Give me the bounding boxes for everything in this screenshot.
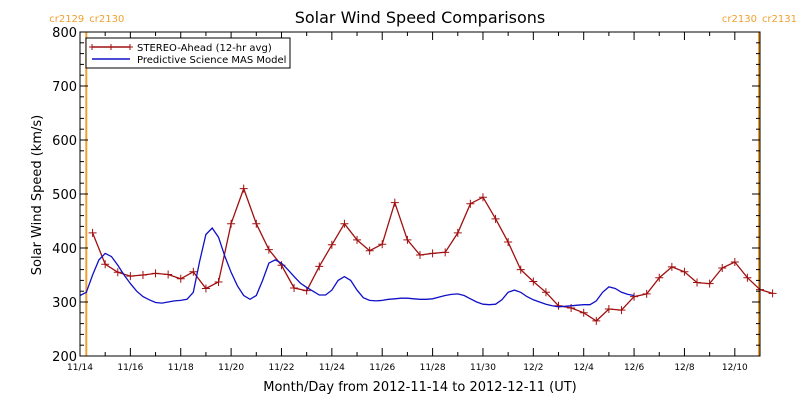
data-point	[151, 269, 160, 278]
legend-box	[85, 37, 291, 69]
data-point	[693, 278, 702, 287]
data-point	[176, 274, 185, 283]
data-point	[126, 272, 135, 281]
y-axis-title: Solar Wind Speed (km/s)	[30, 115, 45, 275]
legend-marker	[127, 44, 133, 50]
data-point	[138, 271, 147, 279]
data-point	[88, 228, 97, 237]
x-tick-label: 11/22	[269, 363, 295, 373]
data-point	[730, 258, 739, 267]
data-point	[630, 292, 639, 301]
legend-marker	[89, 44, 95, 50]
y-tick-label: 200	[52, 350, 77, 365]
data-point	[327, 240, 336, 249]
x-tick-label: 12/8	[674, 363, 694, 373]
x-tick-label: 12/10	[722, 363, 748, 373]
y-tick-label: 700	[52, 80, 77, 95]
x-tick-label: 11/16	[117, 363, 143, 373]
chart-title: Solar Wind Speed Comparisons	[295, 8, 546, 27]
data-point	[592, 316, 601, 325]
x-axis-title: Month/Day from 2012-11-14 to 2012-12-11 …	[263, 380, 576, 395]
legend-marker	[108, 44, 114, 50]
carrington-label-left: cr2130	[722, 14, 757, 25]
data-point	[353, 235, 362, 244]
y-tick-label: 400	[52, 242, 77, 257]
carrington-label-left: cr2129	[49, 14, 84, 25]
legend: STEREO-Ahead (12-hr avg)Predictive Scien…	[85, 37, 291, 69]
data-point	[655, 273, 664, 282]
x-tick-label: 12/6	[624, 363, 644, 373]
data-point	[264, 245, 273, 254]
data-point	[617, 306, 626, 315]
series-1	[79, 226, 635, 308]
data-point	[252, 219, 261, 228]
data-point	[227, 219, 236, 228]
y-tick-label: 800	[52, 26, 77, 41]
data-point	[743, 273, 752, 282]
data-point	[428, 249, 437, 258]
data-point	[604, 305, 613, 314]
x-tick-label: 12/4	[574, 363, 594, 373]
data-point	[504, 238, 513, 247]
x-tick-label: 11/20	[218, 363, 244, 373]
data-point	[365, 246, 374, 255]
data-point	[214, 278, 223, 287]
data-point	[529, 277, 538, 286]
legend-label: Predictive Science MAS Model	[137, 55, 286, 66]
data-point	[239, 184, 248, 193]
data-point	[290, 283, 299, 292]
data-point	[516, 265, 525, 274]
data-point	[101, 260, 110, 269]
data-point	[705, 279, 714, 288]
carrington-label-right: cr2131	[762, 14, 797, 25]
data-point	[315, 262, 324, 271]
x-tick-label: 12/2	[523, 363, 543, 373]
data-point	[466, 199, 475, 208]
data-point	[189, 267, 198, 276]
data-point	[201, 284, 210, 293]
x-tick-label: 11/28	[420, 363, 446, 373]
legend-label: STEREO-Ahead (12-hr avg)	[137, 43, 272, 54]
series-line	[79, 226, 635, 308]
data-point	[378, 240, 387, 249]
x-tick-label: 11/24	[319, 363, 345, 373]
x-tick-label: 11/14	[67, 363, 93, 373]
data-point	[403, 235, 412, 244]
data-point	[478, 193, 487, 202]
series-0	[88, 184, 777, 325]
data-point	[642, 289, 651, 298]
y-tick-label: 600	[52, 134, 77, 149]
data-point	[491, 214, 500, 223]
data-point	[541, 288, 550, 297]
data-point	[667, 262, 676, 271]
data-point	[390, 198, 399, 207]
data-point	[113, 268, 122, 277]
x-tick-label: 11/18	[168, 363, 194, 373]
data-point	[441, 248, 450, 257]
data-point	[416, 251, 424, 260]
data-point	[453, 228, 462, 237]
y-tick-label: 300	[52, 296, 77, 311]
carrington-label-right: cr2130	[89, 14, 124, 25]
y-tick-label: 500	[52, 188, 77, 203]
data-point	[340, 219, 349, 228]
data-point	[718, 263, 727, 272]
data-point	[768, 289, 777, 298]
x-tick-label: 11/26	[369, 363, 395, 373]
x-tick-label: 11/30	[470, 363, 496, 373]
data-point	[680, 267, 689, 276]
data-point	[164, 270, 173, 279]
data-point	[579, 308, 588, 317]
